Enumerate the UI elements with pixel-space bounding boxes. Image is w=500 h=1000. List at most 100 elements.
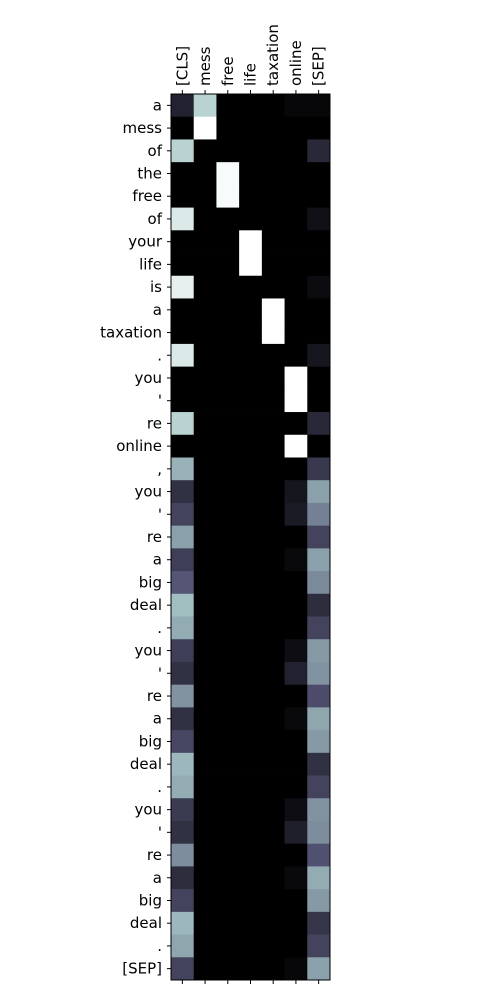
heatmap-cell — [284, 184, 308, 208]
heatmap-cell — [216, 162, 240, 186]
heatmap-cell — [284, 298, 308, 322]
heatmap-cell — [216, 184, 240, 208]
heatmap-cell — [284, 798, 308, 822]
heatmap-cell — [193, 684, 217, 708]
heatmap-cell — [216, 366, 240, 390]
heatmap-cell — [307, 934, 331, 958]
heatmap-cell — [216, 207, 240, 231]
heatmap-cell — [239, 457, 263, 481]
heatmap-cell — [193, 730, 217, 754]
heatmap-cell — [239, 889, 263, 913]
heatmap-cell — [284, 275, 308, 299]
heatmap-cell — [171, 253, 195, 277]
heatmap-cell — [261, 571, 285, 595]
heatmap-cell — [193, 571, 217, 595]
y-tick-label: re — [147, 687, 162, 705]
y-tick-label: the — [137, 165, 162, 183]
heatmap-cell — [307, 457, 331, 481]
heatmap-cell — [284, 412, 308, 436]
heatmap-cell — [216, 253, 240, 277]
heatmap-cell — [261, 616, 285, 640]
y-tick-label: a — [153, 96, 162, 114]
heatmap-cell — [261, 525, 285, 549]
heatmap-cell — [284, 366, 308, 390]
heatmap-cell — [284, 548, 308, 572]
heatmap-cell — [171, 389, 195, 413]
heatmap-cell — [193, 480, 217, 504]
heatmap-cell — [193, 321, 217, 345]
y-tick-label: a — [153, 710, 162, 728]
heatmap-cell — [193, 843, 217, 867]
heatmap-cell — [307, 730, 331, 754]
heatmap-cell — [261, 434, 285, 458]
heatmap-cell — [239, 730, 263, 754]
heatmap-cell — [284, 593, 308, 617]
heatmap-cell — [261, 253, 285, 277]
heatmap-cell — [284, 775, 308, 799]
heatmap-cell — [284, 457, 308, 481]
heatmap-cell — [307, 230, 331, 254]
y-tick-label: you — [134, 642, 162, 660]
heatmap-cell — [284, 730, 308, 754]
heatmap-cell — [307, 412, 331, 436]
heatmap-cell — [239, 661, 263, 686]
heatmap-cell — [193, 366, 217, 390]
y-tick-label: deal — [130, 596, 162, 614]
heatmap-cell — [193, 957, 217, 981]
x-axis-ticks: [CLS] mess free life taxation online [SEP] — [173, 24, 328, 984]
heatmap-cell — [239, 298, 263, 322]
heatmap-cell — [307, 321, 331, 345]
heatmap-cell — [307, 207, 331, 231]
heatmap-cell — [307, 843, 331, 867]
heatmap-cell — [307, 639, 331, 663]
heatmap-cell — [284, 639, 308, 663]
heatmap-cell — [239, 480, 263, 504]
heatmap-cell — [239, 502, 263, 527]
heatmap-cell — [261, 366, 285, 390]
heatmap-cell — [239, 548, 263, 572]
y-tick-label: [SEP] — [122, 960, 162, 978]
y-tick-label: free — [132, 187, 162, 205]
y-tick-label: is — [150, 278, 162, 296]
heatmap-cell — [307, 616, 331, 640]
heatmap-cell — [193, 934, 217, 958]
heatmap-cell — [193, 207, 217, 231]
heatmap-cell — [171, 730, 195, 754]
heatmap-cell — [193, 661, 217, 686]
heatmap-cell — [193, 343, 217, 368]
heatmap-cell — [216, 616, 240, 640]
x-tick-label: online — [287, 40, 305, 86]
heatmap-cell — [171, 94, 195, 118]
heatmap-cell — [216, 412, 240, 436]
heatmap-cell — [216, 843, 240, 867]
heatmap-cell — [239, 230, 263, 254]
heatmap-cell — [239, 707, 263, 731]
heatmap-cell — [261, 730, 285, 754]
heatmap-cell — [216, 775, 240, 799]
heatmap-cell — [193, 253, 217, 277]
heatmap-cell — [193, 889, 217, 913]
heatmap-cell — [171, 434, 195, 458]
x-tick-label: free — [219, 56, 237, 86]
heatmap-cell — [216, 593, 240, 617]
x-tick-label: [SEP] — [310, 46, 328, 86]
heatmap-cell — [193, 639, 217, 663]
heatmap-cell — [171, 684, 195, 708]
heatmap-cell — [171, 502, 195, 527]
heatmap-cell — [216, 889, 240, 913]
heatmap-cell — [307, 184, 331, 208]
heatmap-cell — [261, 911, 285, 935]
heatmap-cell — [193, 866, 217, 890]
heatmap-cell — [239, 434, 263, 458]
heatmap-cell — [171, 298, 195, 322]
y-tick-label: online — [116, 437, 162, 455]
heatmap-cells — [171, 94, 331, 981]
heatmap-cell — [216, 321, 240, 345]
heatmap-cell — [171, 230, 195, 254]
heatmap-cell — [307, 253, 331, 277]
y-tick-label: taxation — [100, 324, 162, 342]
heatmap-cell — [284, 616, 308, 640]
heatmap-cell — [239, 389, 263, 413]
heatmap-cell — [261, 820, 285, 845]
heatmap-cell — [284, 957, 308, 981]
